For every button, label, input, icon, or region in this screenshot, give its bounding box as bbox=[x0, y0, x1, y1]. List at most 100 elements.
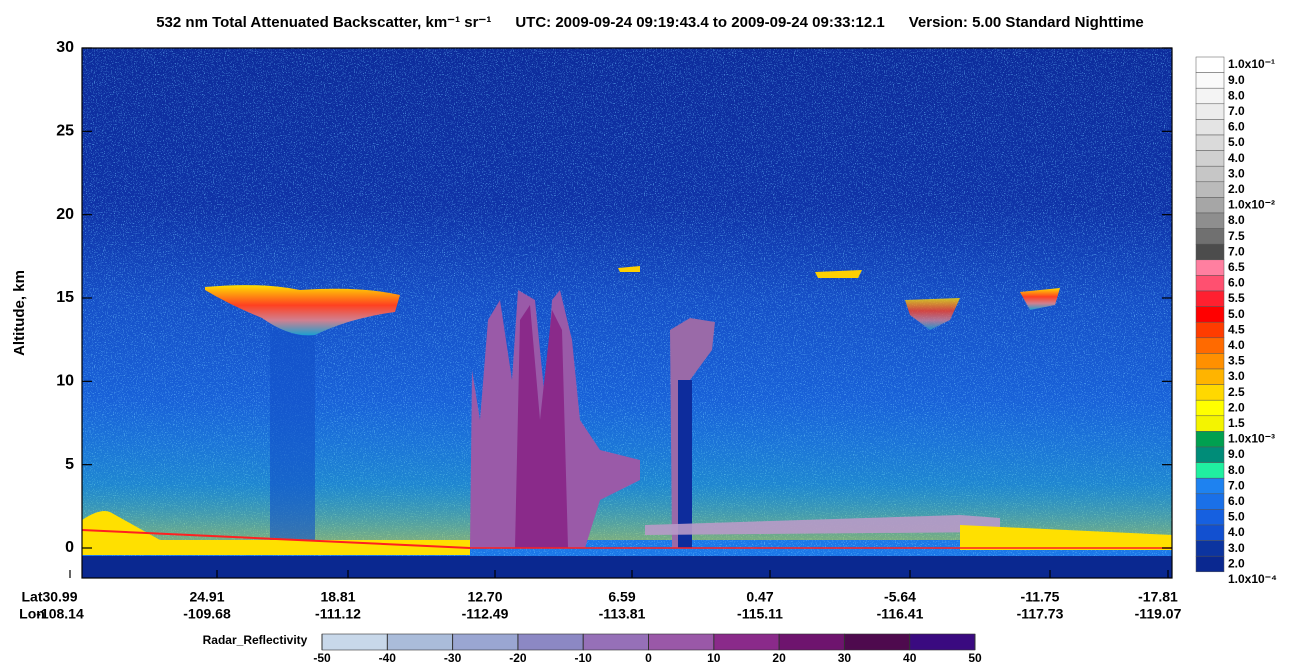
radar-colorbar-box bbox=[517, 633, 584, 651]
colorbar-box bbox=[1195, 290, 1225, 307]
radar-tick-label: 50 bbox=[968, 651, 982, 665]
colorbar-box bbox=[1195, 353, 1225, 370]
colorbar-label: 2.0 bbox=[1228, 182, 1245, 196]
lat-tick-label: -5.64 bbox=[884, 589, 916, 605]
lon-label: Lon bbox=[19, 606, 45, 622]
colorbar-box bbox=[1195, 134, 1225, 151]
cirrus-cloud bbox=[205, 285, 400, 336]
radar-tick-label: 30 bbox=[838, 651, 852, 665]
lat-tick-label: 30.99 bbox=[42, 589, 77, 605]
colorbar-box bbox=[1195, 56, 1225, 73]
colorbar-box bbox=[1195, 119, 1225, 136]
colorbar-box bbox=[1195, 384, 1225, 401]
colorbar-label: 7.0 bbox=[1228, 244, 1245, 258]
colorbar-box bbox=[1195, 368, 1225, 385]
colorbar-label: 6.0 bbox=[1228, 276, 1245, 290]
y-tick-label: 0 bbox=[65, 539, 74, 556]
colorbar-label: 6.0 bbox=[1228, 120, 1245, 134]
colorbar-box bbox=[1195, 275, 1225, 292]
colorbar-box bbox=[1195, 509, 1225, 526]
colorbar-label: 3.0 bbox=[1228, 541, 1245, 555]
colorbar-box bbox=[1195, 165, 1225, 183]
lat-tick-label: -11.75 bbox=[1021, 589, 1060, 605]
colorbar-label: 5.5 bbox=[1228, 291, 1245, 305]
colorbar-label: 7.0 bbox=[1228, 478, 1245, 492]
y-tick-label: 15 bbox=[56, 289, 74, 306]
colorbar-box bbox=[1195, 259, 1225, 276]
colorbar-box bbox=[1195, 321, 1225, 339]
colorbar-label: 8.0 bbox=[1228, 88, 1245, 102]
radar-tick-label: -30 bbox=[444, 651, 462, 665]
colorbar-box bbox=[1195, 524, 1225, 541]
cirrus-cloud bbox=[1020, 288, 1060, 310]
colorbar-box bbox=[1195, 243, 1225, 261]
colorbar-label: 4.0 bbox=[1228, 338, 1245, 352]
lon-tick-label: -111.12 bbox=[315, 606, 361, 622]
colorbar-label: 8.0 bbox=[1228, 463, 1245, 477]
colorbar-box bbox=[1195, 462, 1225, 479]
colorbar-box bbox=[1195, 337, 1225, 354]
convective-core bbox=[515, 305, 568, 548]
colorbar-box bbox=[1195, 87, 1225, 105]
colorbar-label: 3.0 bbox=[1228, 166, 1245, 180]
lon-tick-label: -113.81 bbox=[599, 606, 646, 622]
lon-tick-label: -116.41 bbox=[877, 606, 924, 622]
lat-tick-label: 12.70 bbox=[467, 589, 502, 605]
attenuated-column bbox=[270, 330, 315, 540]
radar-colorbar-box bbox=[648, 633, 715, 651]
y-tick-label: 20 bbox=[56, 206, 74, 223]
radar-tick-label: 40 bbox=[903, 651, 917, 665]
colorbar-box bbox=[1195, 477, 1225, 495]
plot-frame bbox=[81, 47, 1173, 579]
version: Version: 5.00 Standard Nighttime bbox=[909, 14, 1144, 31]
radar-tick-label: -40 bbox=[379, 651, 397, 665]
colorbar-label: 2.0 bbox=[1228, 400, 1245, 414]
colorbar-box bbox=[1195, 431, 1225, 448]
colorbar-label: 1.0x10⁻⁴ bbox=[1228, 572, 1277, 586]
radar-tick-label: -50 bbox=[313, 651, 331, 665]
colorbar-box bbox=[1195, 212, 1225, 229]
colorbar-label: 6.5 bbox=[1228, 260, 1245, 274]
radar-label: Radar_Reflectivity bbox=[203, 633, 308, 647]
y-axis-label: Altitude, km bbox=[11, 270, 28, 356]
colorbar-label: 1.0x10⁻¹ bbox=[1228, 57, 1275, 71]
radar-colorbar-box bbox=[582, 633, 649, 651]
surface-line bbox=[82, 529, 471, 549]
radar-colorbar-box bbox=[321, 633, 388, 651]
lat-tick-label: 0.47 bbox=[746, 589, 773, 605]
curtain bbox=[82, 48, 1172, 578]
colorbar-box bbox=[1195, 555, 1225, 573]
colorbar-box bbox=[1195, 181, 1225, 198]
radar-tick-label: -20 bbox=[509, 651, 527, 665]
title-line: 532 nm Total Attenuated Backscatter, km⁻… bbox=[156, 14, 1144, 31]
radar-colorbar-box bbox=[844, 633, 911, 651]
lat-label: Lat bbox=[22, 589, 43, 605]
radar-colorbar-box bbox=[713, 633, 780, 651]
colorbar-box bbox=[1195, 103, 1225, 120]
colorbar-label: 2.5 bbox=[1228, 385, 1245, 399]
radar-colorbar-box bbox=[778, 633, 845, 651]
radar-tick-label: 0 bbox=[645, 651, 652, 665]
lat-tick-label: 18.81 bbox=[320, 589, 355, 605]
radar-tick-label: -10 bbox=[575, 651, 593, 665]
lon-tick-label: -115.11 bbox=[737, 606, 783, 622]
colorbar-label: 2.0 bbox=[1228, 556, 1245, 570]
colorbar-box bbox=[1195, 228, 1225, 245]
colorbar-box bbox=[1195, 540, 1225, 557]
colorbar-label: 1.5 bbox=[1228, 416, 1245, 430]
y-tick-label: 10 bbox=[56, 373, 74, 390]
y-tick-label: 5 bbox=[65, 456, 74, 473]
colorbar-label: 1.0x10⁻² bbox=[1228, 198, 1275, 212]
lon-tick-label: -109.68 bbox=[183, 606, 231, 622]
colorbar-label: 3.5 bbox=[1228, 354, 1245, 368]
lat-tick-label: 24.91 bbox=[189, 589, 224, 605]
colorbar-label: 9.0 bbox=[1228, 447, 1245, 461]
colorbar-label: 1.0x10⁻³ bbox=[1228, 432, 1275, 446]
colorbar-label: 4.0 bbox=[1228, 525, 1245, 539]
colorbar-label: 5.0 bbox=[1228, 510, 1245, 524]
utc-range: UTC: 2009-09-24 09:19:43.4 to 2009-09-24… bbox=[515, 14, 884, 31]
colorbar-label: 8.0 bbox=[1228, 213, 1245, 227]
y-tick-label: 25 bbox=[56, 123, 74, 140]
cirrus-cloud bbox=[815, 270, 862, 278]
colorbar-label: 9.0 bbox=[1228, 73, 1245, 87]
